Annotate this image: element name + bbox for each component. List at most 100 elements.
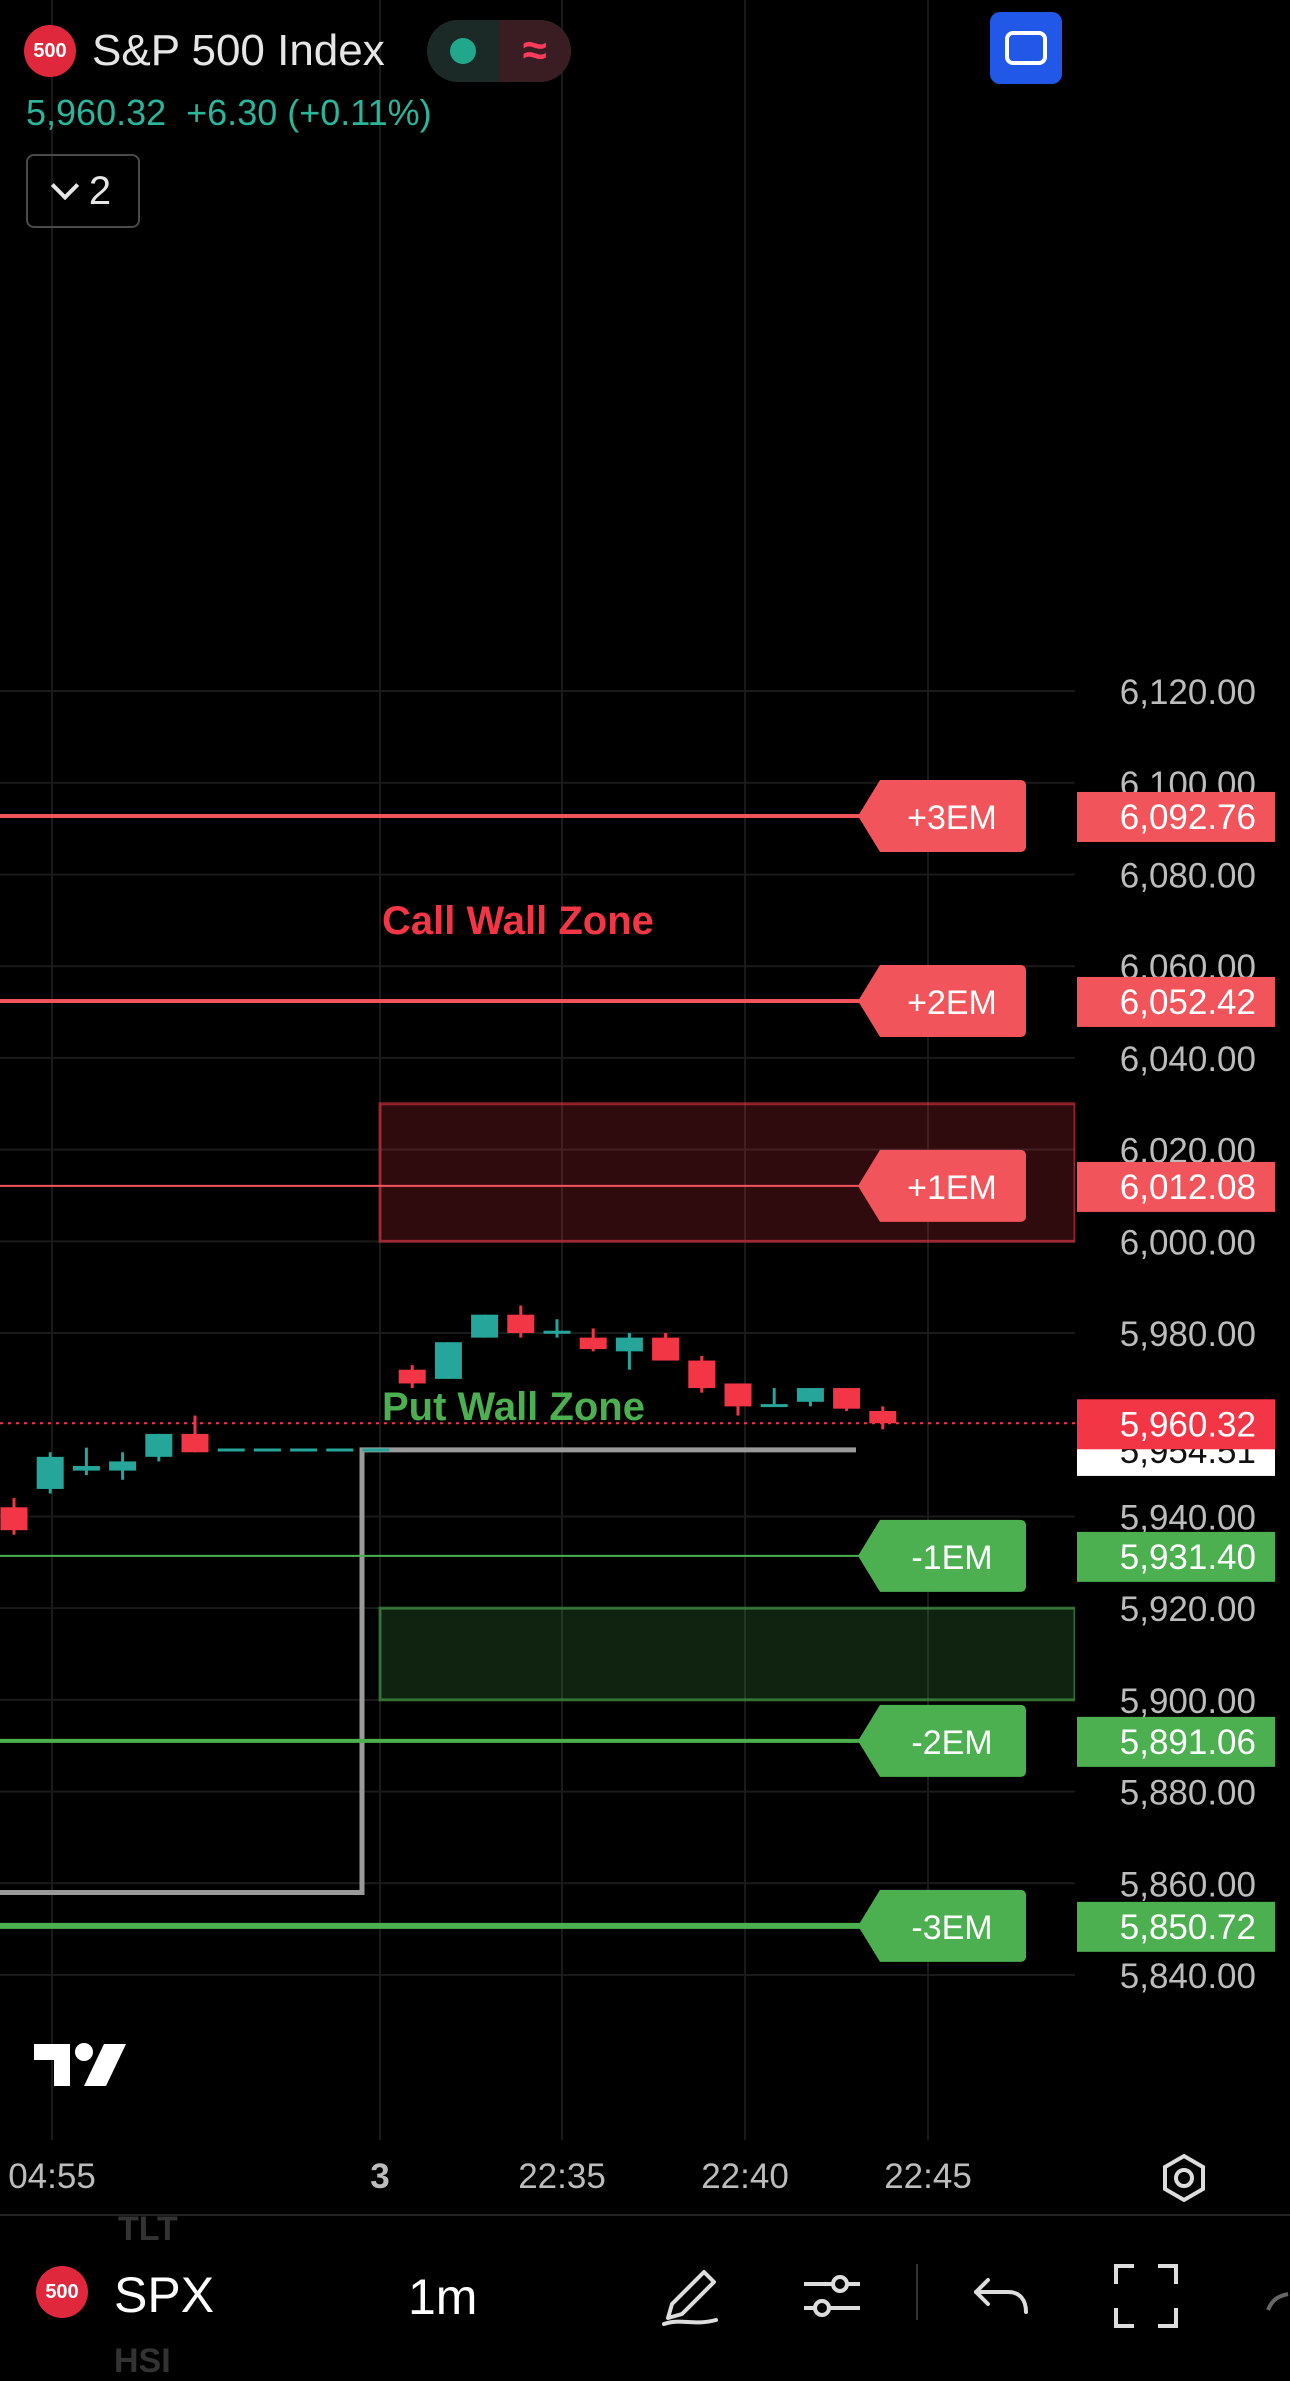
level-minus1em-tag-label: -1EM (911, 1539, 992, 1577)
session-break-line (0, 1447, 856, 1895)
candle (109, 1461, 137, 1471)
undo-icon[interactable] (966, 2260, 1038, 2332)
ghost-symbol-below: HSI (114, 2342, 171, 2380)
current-price-badge-label: 5,960.32 (1120, 1405, 1256, 1444)
time-tick-label: 22:40 (701, 2157, 789, 2196)
price-badge-plus3em-label: 6,092.76 (1120, 798, 1256, 837)
symbol-selector[interactable]: SPX (114, 2267, 215, 2323)
candle (72, 1466, 100, 1471)
time-tick-label: 04:55 (8, 2157, 96, 2196)
screenshot-button[interactable] (990, 12, 1062, 84)
price-tick-label: 5,840.00 (1120, 1957, 1256, 1996)
chevron-down-icon (50, 171, 80, 201)
put-wall-zone (378, 1606, 1077, 1702)
price-change: +6.30 (+0.11%) (186, 92, 432, 133)
call-wall-zone-label: Call Wall Zone (382, 899, 654, 943)
price-badge-minus2em-label: 5,891.06 (1120, 1723, 1256, 1762)
fullscreen-icon[interactable] (1110, 2260, 1182, 2332)
symbol-badge: 500 (24, 25, 76, 77)
time-axis[interactable]: 04:55 3 22:35 22:40 22:45 (8, 2157, 972, 2196)
price-badge-plus2em (1077, 976, 1275, 1027)
quote-row: 5,960.32 +6.30 (+0.11%) (26, 92, 432, 134)
price-badge-minus3em (1077, 1901, 1275, 1952)
price-badge-plus2em-label: 6,052.42 (1120, 983, 1256, 1022)
price-axis[interactable]: 6,120.006,100.006,080.006,060.006,040.00… (1075, 0, 1290, 2140)
chart-settings-icon[interactable] (1158, 2152, 1210, 2204)
candle (688, 1360, 716, 1389)
price-badge-plus1em (1077, 1161, 1275, 1212)
expected-move-levels: +3EM +2EM +1EM -1EM -2EM -3EM (0, 779, 1075, 1962)
price-badge-minus3em-label: 5,850.72 (1120, 1908, 1256, 1947)
candle (543, 1330, 571, 1334)
indicator-count: 2 (88, 168, 112, 213)
time-tick-label: 3 (370, 2157, 389, 2196)
candle (579, 1337, 607, 1350)
candle (760, 1404, 788, 1408)
price-chart[interactable]: Call Wall Zone Put Wall Zone +3EM +2EM +1EM… (0, 0, 1290, 2214)
price-tick-label: 5,980.00 (1120, 1315, 1256, 1354)
symbol-title[interactable]: S&P 500 Index (92, 26, 385, 75)
candle (833, 1388, 861, 1409)
indicators-toggle-button[interactable]: 2 (26, 154, 140, 228)
price-badge-minus1em-label: 5,931.40 (1120, 1538, 1256, 1577)
draw-pen-icon[interactable] (654, 2260, 726, 2332)
symbol-badge: 500 (36, 2266, 88, 2318)
candle (0, 1507, 28, 1531)
ghost-symbol-above: TLT (118, 2210, 178, 2248)
level-plus1em-tag (858, 1149, 1026, 1222)
time-tick-label: 22:35 (518, 2157, 606, 2196)
level-plus2em-tag-label: +2EM (907, 984, 997, 1022)
candle (36, 1456, 64, 1489)
price-axis-bg (1075, 0, 1290, 2140)
candle (507, 1314, 535, 1334)
price-badge-minus1em (1077, 1531, 1275, 1582)
level-minus3em-tag-label: -3EM (911, 1909, 992, 1947)
price-tick-label: 6,000.00 (1120, 1223, 1256, 1262)
price-badge-plus1em-label: 6,012.08 (1120, 1168, 1256, 1207)
current-price-badge (1077, 1399, 1275, 1450)
candle (471, 1314, 499, 1338)
session-break-line (0, 1447, 856, 1895)
symbol-header[interactable]: 500 S&P 500 Index ≈ (24, 20, 571, 82)
market-status-pill[interactable]: ≈ (426, 20, 571, 82)
trend-wave-icon: ≈ (498, 20, 571, 82)
level-plus1em-tag-label: +1EM (907, 1169, 997, 1207)
more-tools-icon[interactable] (1262, 2260, 1290, 2332)
price-tick-label: 6,040.00 (1120, 1040, 1256, 1079)
candle (615, 1337, 643, 1352)
price-badge-plus3em (1077, 791, 1275, 842)
price-tick-label: 6,080.00 (1120, 856, 1256, 895)
candle (181, 1433, 209, 1453)
time-tick-label: 22:45 (884, 2157, 972, 2196)
price-badge-minus2em (1077, 1716, 1275, 1767)
price-tick-label: 6,120.00 (1120, 673, 1256, 712)
level-plus3em-tag (858, 779, 1026, 852)
candle (869, 1410, 897, 1424)
level-minus3em-tag (858, 1889, 1026, 1962)
put-wall-zone-label: Put Wall Zone (382, 1385, 645, 1429)
candle (796, 1388, 824, 1402)
last-price: 5,960.32 (26, 92, 167, 133)
price-tick-label: 5,940.00 (1120, 1498, 1256, 1537)
price-tick-label: 5,860.00 (1120, 1865, 1256, 1904)
candlestick-series (0, 1305, 897, 1535)
candle (434, 1342, 462, 1379)
level-minus2em-tag-label: -2EM (911, 1724, 992, 1762)
level-plus2em-tag (858, 964, 1026, 1037)
price-tick-label: 5,880.00 (1120, 1774, 1256, 1813)
chart-grid (0, 0, 1075, 2140)
tradingview-logo-icon[interactable] (32, 2040, 128, 2090)
screenshot-icon (1005, 31, 1047, 65)
candle (398, 1369, 426, 1384)
interval-selector[interactable]: 1m (408, 2269, 478, 2325)
level-minus1em-tag (858, 1519, 1026, 1592)
price-tick-label: 5,900.00 (1120, 1682, 1256, 1721)
candle (652, 1337, 680, 1361)
toolbar-separator (916, 2264, 918, 2320)
price-tick-label: 5,920.00 (1120, 1590, 1256, 1629)
indicator-settings-icon[interactable] (796, 2260, 868, 2332)
level-plus3em-tag-label: +3EM (907, 799, 997, 837)
candle (145, 1433, 173, 1457)
candle (724, 1383, 752, 1407)
market-open-dot (426, 20, 499, 82)
